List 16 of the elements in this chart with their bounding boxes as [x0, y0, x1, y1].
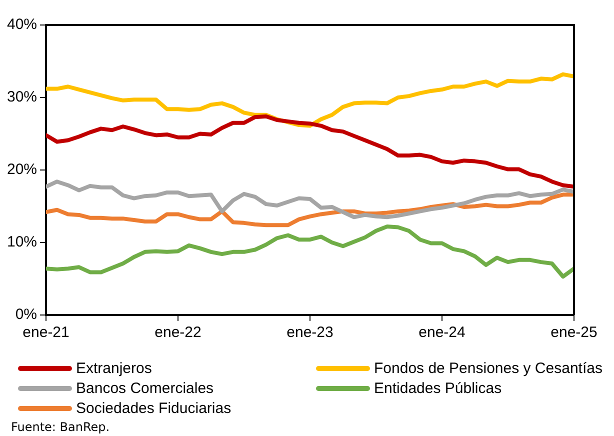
legend-label: Extranjeros — [76, 360, 152, 376]
legend-label: Fondos de Pensiones y Cesantías — [374, 360, 602, 376]
legend-label: Sociedades Fiduciarias — [76, 400, 232, 416]
x-tick-label: ene-24 — [418, 324, 466, 342]
x-tick-label: ene-23 — [286, 324, 334, 342]
y-tick-label: 40% — [6, 16, 38, 34]
x-tick-label: ene-22 — [154, 324, 202, 342]
legend-label: Entidades Públicas — [374, 380, 502, 396]
legend-label: Bancos Comerciales — [76, 380, 214, 396]
source-note: Fuente: BanRep. — [11, 420, 110, 434]
x-tick-label: ene-21 — [22, 324, 70, 342]
y-tick-label: 20% — [6, 161, 38, 178]
y-tick-label: 10% — [6, 234, 38, 251]
y-tick-label: 30% — [6, 88, 38, 106]
x-tick-label: ene-25 — [550, 324, 598, 342]
y-tick-label: 0% — [15, 306, 38, 324]
